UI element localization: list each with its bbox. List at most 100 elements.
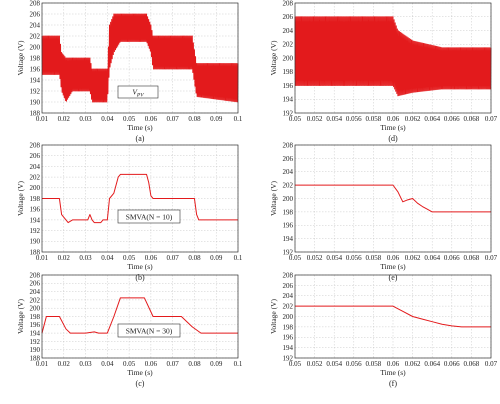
x-axis-label: Time (s) bbox=[127, 123, 153, 132]
y-axis-label: Voltage (V) bbox=[16, 180, 25, 216]
y-tick-label: 200 bbox=[30, 305, 41, 313]
x-tick-label: 0.02 bbox=[58, 360, 71, 368]
y-tick-label: 198 bbox=[283, 208, 294, 216]
x-tick-label: 0.05 bbox=[123, 115, 136, 123]
y-tick-label: 200 bbox=[283, 54, 294, 62]
x-tick-label: 0.054 bbox=[326, 254, 342, 262]
y-tick-label: 198 bbox=[30, 54, 41, 62]
y-tick-label: 204 bbox=[30, 21, 41, 29]
x-tick-label: 0.08 bbox=[188, 115, 201, 123]
chart-d: 0.05 0.052 0.054 0.056 0.058 0.06 0.062 0.064 0.… bbox=[269, 0, 498, 143]
y-tick-label: 194 bbox=[30, 76, 41, 84]
y-axis-label: Voltage (V) bbox=[269, 40, 278, 76]
y-tick-label: 196 bbox=[30, 65, 41, 73]
y-tick-label: 192 bbox=[283, 354, 294, 362]
y-tick-label: 204 bbox=[283, 292, 294, 300]
x-axis-label: Time (s) bbox=[380, 368, 406, 377]
y-tick-label: 206 bbox=[283, 13, 294, 21]
x-tick-label: 0.04 bbox=[101, 254, 114, 262]
y-tick-label: 194 bbox=[30, 216, 41, 224]
y-tick-label: 196 bbox=[30, 206, 41, 214]
y-tick-label: 202 bbox=[283, 303, 294, 311]
y-tick-label: 192 bbox=[30, 338, 41, 346]
x-tick-label: 0.056 bbox=[346, 115, 362, 123]
y-tick-label: 200 bbox=[283, 313, 294, 321]
panel-caption: (a) bbox=[136, 134, 145, 143]
x-tick-label: 0.052 bbox=[307, 360, 323, 368]
y-tick-label: 202 bbox=[30, 174, 41, 182]
x-tick-label: 0.08 bbox=[188, 360, 201, 368]
x-tick-label: 0.07 bbox=[485, 360, 498, 368]
x-tick-label: 0.066 bbox=[444, 115, 460, 123]
y-tick-label: 196 bbox=[283, 82, 294, 90]
x-tick-label: 0.09 bbox=[210, 115, 223, 123]
x-tick-label: 0.056 bbox=[346, 360, 362, 368]
y-tick-label: 200 bbox=[283, 195, 294, 203]
plot-frame bbox=[41, 144, 239, 253]
x-tick-label: 0.03 bbox=[79, 360, 92, 368]
y-tick-label: 190 bbox=[30, 98, 41, 106]
y-tick-label: 204 bbox=[283, 27, 294, 35]
x-tick-label: 0.058 bbox=[366, 360, 382, 368]
plot-frame bbox=[294, 274, 492, 359]
y-tick-label: 198 bbox=[283, 68, 294, 76]
x-tick-label: 0.06 bbox=[145, 360, 158, 368]
annotation-box bbox=[117, 85, 159, 99]
x-tick-label: 0.06 bbox=[387, 254, 400, 262]
y-tick-label: 202 bbox=[283, 182, 294, 190]
x-tick-label: 0.062 bbox=[405, 115, 421, 123]
x-tick-label: 0.056 bbox=[346, 254, 362, 262]
x-tick-label: 0.054 bbox=[326, 115, 342, 123]
x-tick-label: 0.06 bbox=[387, 360, 400, 368]
x-axis-label: Time (s) bbox=[127, 262, 153, 271]
x-tick-label: 0.06 bbox=[145, 115, 158, 123]
x-tick-label: 0.01 bbox=[36, 115, 49, 123]
y-tick-label: 192 bbox=[30, 87, 41, 95]
chart-e: 0.05 0.052 0.054 0.056 0.058 0.06 0.062 0.064 0.… bbox=[269, 141, 498, 282]
plot-frame bbox=[294, 2, 492, 114]
y-tick-label: 200 bbox=[30, 184, 41, 192]
chart-c: 0.01 0.02 0.03 0.04 0.05 0.06 0.07 0.08 0.09 0.1 1… bbox=[16, 271, 243, 388]
x-tick-label: 0.058 bbox=[366, 115, 382, 123]
y-tick-label: 194 bbox=[30, 330, 41, 338]
y-tick-label: 196 bbox=[283, 222, 294, 230]
y-tick-label: 204 bbox=[30, 288, 41, 296]
y-tick-label: 204 bbox=[283, 168, 294, 176]
y-tick-label: 208 bbox=[283, 0, 294, 7]
x-tick-label: 0.1 bbox=[234, 360, 243, 368]
x-tick-label: 0.05 bbox=[123, 360, 136, 368]
x-tick-label: 0.05 bbox=[289, 360, 302, 368]
y-tick-label: 208 bbox=[30, 141, 41, 149]
x-tick-label: 0.064 bbox=[424, 360, 440, 368]
x-tick-label: 0.07 bbox=[485, 115, 498, 123]
annotation-box bbox=[117, 209, 181, 224]
x-tick-label: 0.03 bbox=[79, 115, 92, 123]
y-tick-label: 194 bbox=[283, 235, 294, 243]
x-tick-label: 0.05 bbox=[289, 254, 302, 262]
y-tick-label: 198 bbox=[283, 323, 294, 331]
y-tick-label: 198 bbox=[30, 195, 41, 203]
x-tick-label: 0.09 bbox=[210, 254, 223, 262]
x-tick-label: 0.1 bbox=[234, 115, 243, 123]
plot-frame bbox=[41, 2, 239, 114]
annotation-box bbox=[117, 323, 181, 338]
x-tick-label: 0.068 bbox=[464, 360, 480, 368]
y-axis-label: Voltage (V) bbox=[16, 298, 25, 334]
panel-caption: (e) bbox=[389, 273, 398, 282]
x-tick-label: 0.08 bbox=[188, 254, 201, 262]
x-tick-label: 0.05 bbox=[289, 115, 302, 123]
x-tick-label: 0.03 bbox=[79, 254, 92, 262]
x-tick-label: 0.052 bbox=[307, 254, 323, 262]
x-tick-label: 0.064 bbox=[424, 254, 440, 262]
x-tick-label: 0.066 bbox=[444, 360, 460, 368]
x-tick-label: 0.064 bbox=[424, 115, 440, 123]
x-axis-label: Time (s) bbox=[380, 262, 406, 271]
y-tick-label: 198 bbox=[30, 313, 41, 321]
y-tick-label: 200 bbox=[30, 43, 41, 51]
y-tick-label: 208 bbox=[30, 271, 41, 279]
annotation-label: SMVA(N = 30) bbox=[126, 327, 173, 336]
voltage-trace bbox=[295, 305, 491, 328]
y-tick-label: 208 bbox=[30, 0, 41, 7]
y-axis-label: Voltage (V) bbox=[269, 180, 278, 216]
